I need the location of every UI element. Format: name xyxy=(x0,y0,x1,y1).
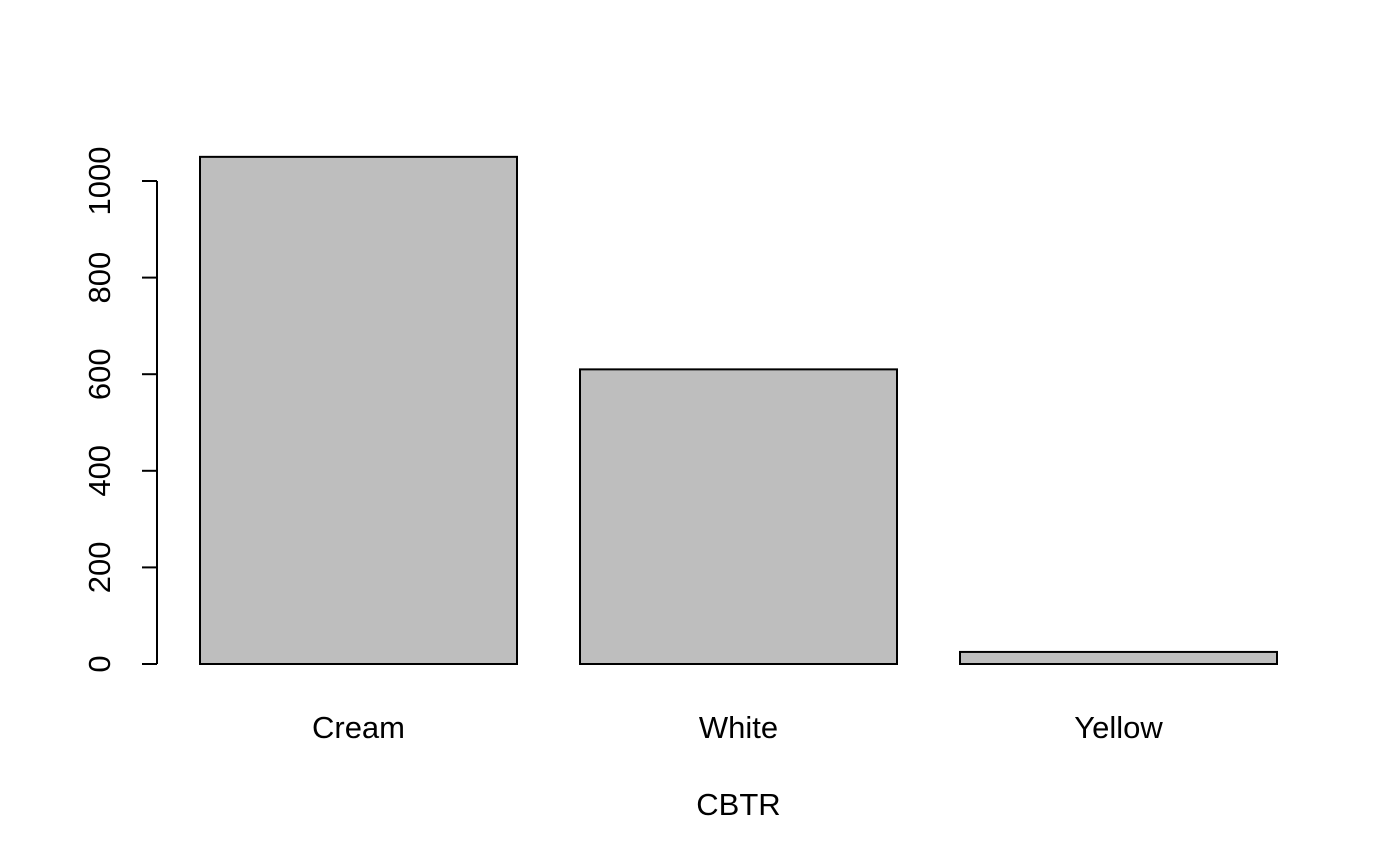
y-tick-label: 800 xyxy=(82,252,117,304)
x-axis-title: CBTR xyxy=(696,787,780,822)
y-tick-label: 400 xyxy=(82,445,117,497)
y-axis: 0 200 400 600 800 1000 xyxy=(82,147,157,673)
bars-group xyxy=(200,157,1277,664)
x-axis-labels: Cream White Yellow xyxy=(312,710,1163,745)
category-label-white: White xyxy=(699,710,778,745)
y-tick-label: 200 xyxy=(82,542,117,594)
y-tick-label: 1000 xyxy=(82,147,117,216)
y-tick-label: 0 xyxy=(82,655,117,672)
bar-white xyxy=(580,369,897,664)
bar-cream xyxy=(200,157,517,664)
y-tick-label: 600 xyxy=(82,348,117,400)
category-label-cream: Cream xyxy=(312,710,405,745)
bar-yellow xyxy=(960,652,1277,664)
category-label-yellow: Yellow xyxy=(1074,710,1163,745)
